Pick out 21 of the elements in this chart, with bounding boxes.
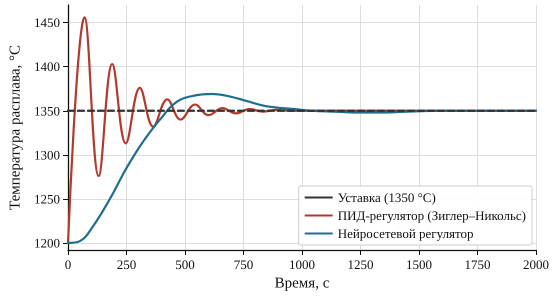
x-tick-label: 1500 — [406, 257, 432, 272]
y-axis-title: Температура расплава, °C — [8, 45, 24, 210]
x-axis-title: Время, с — [274, 276, 330, 292]
line-series — [66, 92, 538, 244]
x-tick-label: 250 — [116, 257, 136, 272]
x-tick-label: 2000 — [523, 257, 549, 272]
x-tick-label: 0 — [64, 257, 72, 272]
x-tick-label: 750 — [234, 257, 254, 272]
x-tick-label: 1750 — [464, 257, 490, 272]
y-tick-label: 1450 — [34, 15, 60, 30]
y-tick-label: 1200 — [34, 235, 60, 250]
x-tick-label: 500 — [175, 257, 195, 272]
y-tick-label: 1350 — [34, 103, 60, 118]
legend-label: Уставка (1350 °C) — [338, 190, 436, 205]
y-tick-label: 1300 — [34, 147, 60, 162]
y-tick-label: 1250 — [34, 191, 60, 206]
x-tick-label: 1000 — [289, 257, 315, 272]
legend-label: Нейросетевой регулятор — [338, 226, 474, 241]
legend-label: ПИД-регулятор (Зиглер–Никольс) — [338, 208, 526, 223]
x-tick-label: 1250 — [348, 257, 374, 272]
y-tick-label: 1400 — [34, 59, 60, 74]
